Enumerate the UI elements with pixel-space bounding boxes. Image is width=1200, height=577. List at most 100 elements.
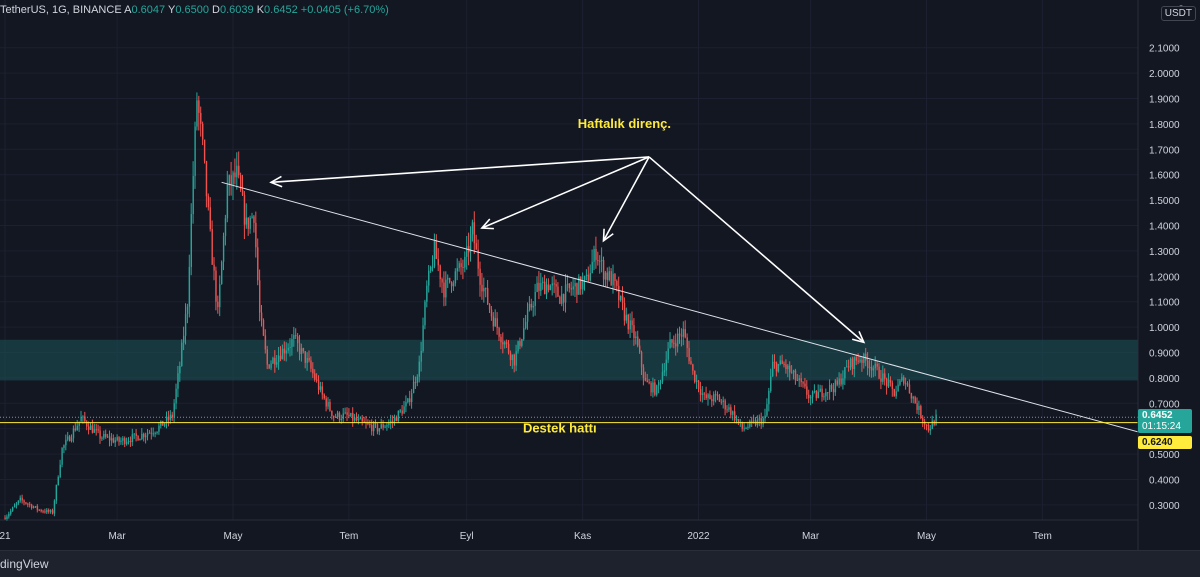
candle-body (608, 271, 610, 281)
candle-body (696, 380, 698, 382)
candle-body (595, 249, 597, 261)
candle-body (260, 312, 263, 321)
candle-body (568, 283, 571, 289)
grid (0, 0, 1138, 520)
candle-body (867, 360, 869, 369)
candle-body (906, 383, 909, 385)
candle-body (93, 429, 96, 433)
candle-body (243, 195, 246, 225)
candle-body (367, 422, 369, 424)
candle-body (456, 268, 458, 272)
support-annotation[interactable]: Destek hattı (523, 421, 597, 436)
candle-body (124, 438, 126, 444)
candle-body (810, 397, 812, 399)
candle-body (53, 500, 56, 514)
candle-body (67, 436, 69, 440)
candle-body (169, 414, 172, 420)
candle-body (783, 363, 785, 365)
candle-body (785, 364, 787, 370)
candle-body (821, 388, 823, 397)
candle-body (591, 261, 593, 274)
candle-body (523, 328, 525, 340)
symbol-name[interactable]: TetherUS, 1G, BINANCE (0, 4, 122, 16)
time-tick-label: Tem (1033, 531, 1052, 542)
candle-body (494, 318, 496, 327)
candle-body (644, 377, 647, 381)
candle-body (428, 270, 430, 286)
price-axis[interactable] (1138, 0, 1200, 550)
descending-trendline[interactable] (221, 181, 1146, 435)
resistance-annotation[interactable]: Haftalık direnç. (578, 116, 671, 131)
price-tick-label: 2.0000 (1149, 69, 1180, 80)
candle-body (857, 360, 859, 362)
candle-body (116, 437, 118, 441)
candle-body (851, 358, 854, 369)
candle-body (202, 123, 204, 140)
candle-body (374, 423, 377, 425)
candle-body (659, 381, 662, 383)
candle-body (863, 353, 865, 363)
candle-body (424, 301, 426, 326)
candle-body (534, 292, 536, 306)
candle-body (118, 437, 120, 442)
arrow-head (852, 331, 866, 344)
close-value: 0.6452 (264, 4, 298, 16)
candle-body (399, 410, 401, 412)
candle-body (697, 380, 700, 389)
candle-body (319, 386, 322, 390)
candle-body (17, 500, 20, 504)
candle-body (120, 440, 122, 442)
candle-body (551, 283, 553, 286)
candle-body (635, 336, 637, 339)
candle-body (76, 425, 78, 431)
price-tick-label: 0.9000 (1149, 349, 1180, 360)
candle-body (912, 397, 914, 399)
candle-body (10, 510, 12, 514)
candle-body (412, 381, 415, 394)
candle-body (74, 428, 77, 431)
candle-body (433, 241, 436, 267)
candle-body (882, 373, 884, 382)
candle-body (426, 285, 428, 302)
candle-body (150, 432, 153, 434)
candle-body (105, 433, 107, 437)
candle-body (112, 438, 115, 443)
candle-body (194, 126, 196, 177)
candle-body (363, 421, 365, 423)
price-tick-label: 2.1000 (1149, 44, 1180, 55)
change-value: +0.0405 (+6.70%) (300, 4, 389, 16)
candle-body (464, 256, 466, 268)
candle-body (916, 403, 918, 410)
footer-bar: dingView (0, 550, 1200, 577)
currency-unit-badge[interactable]: USDT (1160, 6, 1196, 21)
candle-body (449, 277, 451, 282)
candle-body (276, 362, 278, 365)
candle-body (211, 228, 213, 265)
candle-body (547, 284, 550, 291)
candle-body (553, 283, 555, 285)
candle-body (686, 337, 688, 348)
candle-body (572, 286, 574, 290)
candle-body (766, 404, 768, 416)
candle-body (435, 241, 438, 259)
candle-body (228, 175, 230, 185)
candle-body (321, 386, 324, 395)
candle-body (817, 391, 819, 399)
candle-body (146, 433, 149, 436)
candle-body (471, 222, 474, 235)
tradingview-logo[interactable]: dingView (0, 557, 49, 571)
bar-countdown: 01:15:24 (1142, 421, 1181, 433)
candle-body (678, 333, 681, 336)
candle-body (329, 401, 331, 411)
candle-body (384, 426, 386, 428)
candle-body (601, 260, 603, 262)
candle-body (80, 417, 82, 422)
candle-body (224, 218, 227, 236)
candle-body (65, 439, 67, 446)
candle-body (232, 172, 234, 185)
candle-body (409, 398, 411, 403)
candle-body (192, 176, 194, 215)
candle-body (618, 285, 620, 301)
